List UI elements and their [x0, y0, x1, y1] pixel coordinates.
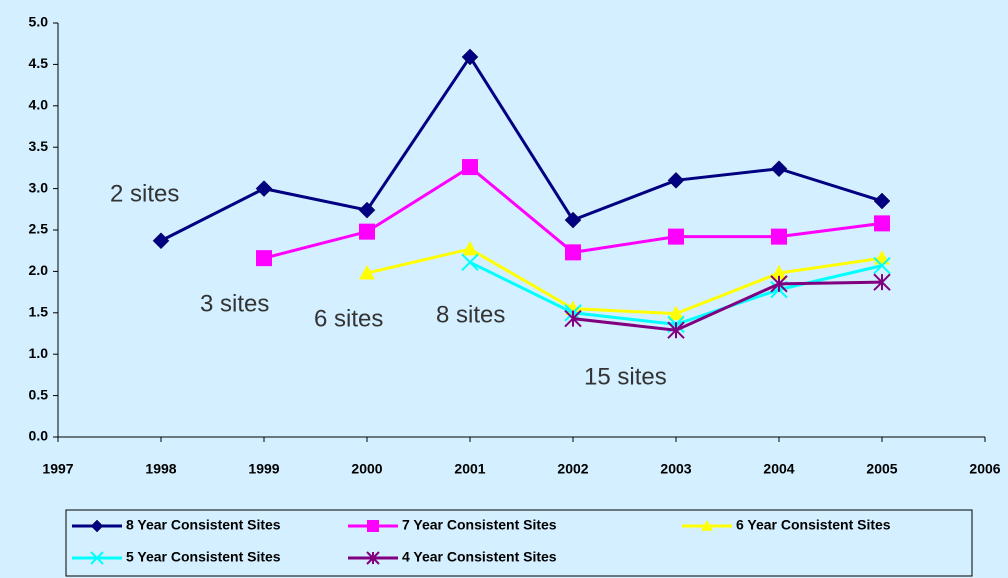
x-tick-label: 2003: [660, 461, 691, 477]
marker: [564, 211, 582, 229]
y-tick-label: 3.0: [29, 179, 49, 195]
marker: [152, 232, 170, 250]
annotation: 3 sites: [200, 290, 269, 317]
marker: [565, 244, 581, 261]
legend-label: 6 Year Consistent Sites: [736, 517, 891, 533]
y-tick-label: 1.0: [29, 345, 49, 361]
series-line: [366, 247, 883, 316]
marker: [462, 241, 478, 256]
x-tick-label: 1997: [42, 461, 73, 477]
marker: [874, 215, 890, 232]
annotation: 15 sites: [584, 363, 667, 390]
legend-label: 4 Year Consistent Sites: [402, 549, 557, 565]
annotation: 8 sites: [436, 301, 505, 328]
legend-label: 5 Year Consistent Sites: [126, 549, 281, 565]
marker: [873, 273, 891, 291]
legend-label: 7 Year Consistent Sites: [402, 517, 557, 533]
marker: [771, 265, 787, 280]
marker: [770, 160, 788, 178]
y-tick-label: 2.0: [29, 262, 49, 278]
annotation: 6 sites: [314, 305, 383, 332]
marker: [358, 201, 376, 219]
y-tick-label: 2.5: [29, 221, 49, 237]
marker: [873, 256, 891, 275]
y-tick-label: 0.0: [29, 428, 49, 444]
marker: [873, 192, 891, 210]
y-tick-label: 0.5: [29, 386, 49, 402]
x-tick-label: 2001: [454, 461, 485, 477]
marker: [255, 180, 273, 197]
legend-marker: [367, 520, 379, 532]
x-tick-label: 1998: [145, 461, 176, 477]
x-tick-label: 1999: [248, 461, 279, 477]
marker: [668, 228, 684, 245]
y-tick-label: 4.0: [29, 97, 49, 113]
marker: [667, 171, 685, 189]
series-line: [572, 280, 883, 332]
marker: [667, 321, 685, 339]
marker: [461, 253, 479, 271]
annotation: 2 sites: [110, 180, 179, 207]
marker: [461, 48, 479, 66]
x-tick-label: 2000: [351, 461, 382, 477]
y-tick-label: 3.5: [29, 138, 49, 154]
marker: [770, 275, 788, 293]
marker: [462, 159, 478, 176]
legend-label: 8 Year Consistent Sites: [126, 517, 281, 533]
legend-marker: [366, 551, 380, 565]
legend-marker: [90, 551, 104, 565]
y-tick-label: 4.5: [29, 55, 49, 71]
series-line: [160, 54, 883, 243]
marker: [771, 228, 787, 245]
y-tick-label: 5.0: [29, 14, 49, 30]
marker: [256, 250, 272, 267]
marker: [668, 305, 684, 321]
x-tick-label: 2006: [969, 461, 1000, 477]
x-tick-label: 2004: [763, 461, 794, 477]
marker: [564, 309, 582, 328]
x-tick-label: 2005: [866, 461, 897, 477]
y-tick-label: 1.5: [29, 304, 49, 320]
legend-marker: [701, 520, 713, 531]
legend-marker: [90, 519, 104, 533]
marker: [359, 223, 375, 240]
legend-box: [65, 509, 973, 577]
marker: [359, 265, 375, 280]
x-tick-label: 2002: [557, 461, 588, 477]
